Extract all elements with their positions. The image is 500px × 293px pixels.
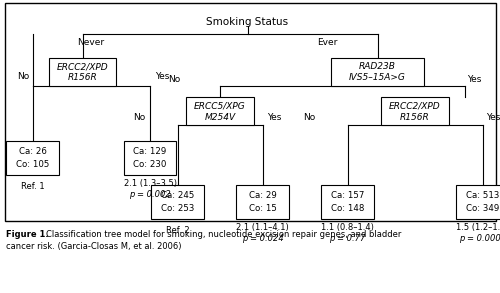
FancyBboxPatch shape bbox=[456, 185, 500, 219]
FancyBboxPatch shape bbox=[5, 3, 496, 221]
Text: ERCC2/XPD: ERCC2/XPD bbox=[389, 102, 441, 110]
FancyBboxPatch shape bbox=[186, 97, 254, 125]
FancyBboxPatch shape bbox=[6, 141, 59, 175]
Text: Yes: Yes bbox=[155, 72, 170, 81]
Text: Ca: 513: Ca: 513 bbox=[466, 191, 499, 200]
Text: ERCC5/XPG: ERCC5/XPG bbox=[194, 102, 246, 110]
Text: Co: 230: Co: 230 bbox=[134, 160, 166, 169]
Text: Yes: Yes bbox=[486, 113, 500, 122]
Text: 2.1 (1.1–4.1): 2.1 (1.1–4.1) bbox=[236, 223, 289, 232]
Text: Co: 253: Co: 253 bbox=[161, 204, 194, 213]
Text: R156R: R156R bbox=[400, 113, 430, 122]
Text: Ref. 1: Ref. 1 bbox=[20, 182, 44, 191]
Text: Ca: 129: Ca: 129 bbox=[134, 147, 166, 156]
Text: M254V: M254V bbox=[204, 113, 236, 122]
Text: Ca: 245: Ca: 245 bbox=[161, 191, 194, 200]
FancyBboxPatch shape bbox=[321, 185, 374, 219]
Text: cancer risk. (Garcia-Closas M, et al. 2006): cancer risk. (Garcia-Closas M, et al. 20… bbox=[6, 242, 182, 251]
Text: Yes: Yes bbox=[268, 113, 282, 122]
Text: Co: 105: Co: 105 bbox=[16, 160, 49, 169]
Text: No: No bbox=[17, 72, 29, 81]
Text: Ca: 157: Ca: 157 bbox=[331, 191, 364, 200]
Text: 2.1 (1.3–3.5): 2.1 (1.3–3.5) bbox=[124, 179, 176, 188]
FancyBboxPatch shape bbox=[124, 141, 176, 175]
Text: Classification tree model for smoking, nucleotide excision repair genes, and bla: Classification tree model for smoking, n… bbox=[46, 230, 402, 239]
Text: Ever: Ever bbox=[318, 38, 338, 47]
Text: Ca: 26: Ca: 26 bbox=[18, 147, 46, 156]
Text: Ca: 29: Ca: 29 bbox=[248, 191, 276, 200]
Text: Ref. 2: Ref. 2 bbox=[166, 226, 190, 235]
Text: IVS5–15A>G: IVS5–15A>G bbox=[349, 73, 406, 82]
Text: No: No bbox=[168, 75, 180, 84]
FancyBboxPatch shape bbox=[151, 185, 204, 219]
Text: Co: 148: Co: 148 bbox=[331, 204, 364, 213]
Text: RAD23B: RAD23B bbox=[359, 62, 396, 71]
Text: Figure 1.: Figure 1. bbox=[6, 230, 49, 239]
Text: 1.1 (0.8–1.4): 1.1 (0.8–1.4) bbox=[321, 223, 374, 232]
Text: Yes: Yes bbox=[468, 75, 482, 84]
FancyBboxPatch shape bbox=[236, 185, 289, 219]
Text: Co: 349: Co: 349 bbox=[466, 204, 499, 213]
Text: R156R: R156R bbox=[68, 73, 98, 82]
Text: p = 0.0003: p = 0.0003 bbox=[459, 234, 500, 243]
Text: p = 0.024: p = 0.024 bbox=[242, 234, 284, 243]
Text: p = 0.002: p = 0.002 bbox=[129, 190, 171, 200]
FancyBboxPatch shape bbox=[382, 97, 449, 125]
Text: Smoking Status: Smoking Status bbox=[206, 17, 288, 27]
Text: 1.5 (1.2–1.9): 1.5 (1.2–1.9) bbox=[456, 223, 500, 232]
FancyBboxPatch shape bbox=[331, 58, 424, 86]
Text: p = 0.77: p = 0.77 bbox=[330, 234, 366, 243]
Text: Never: Never bbox=[78, 38, 104, 47]
Text: No: No bbox=[133, 113, 145, 122]
Text: Co: 15: Co: 15 bbox=[248, 204, 276, 213]
FancyBboxPatch shape bbox=[49, 58, 116, 86]
Text: ERCC2/XPD: ERCC2/XPD bbox=[56, 62, 108, 71]
Text: No: No bbox=[303, 113, 315, 122]
